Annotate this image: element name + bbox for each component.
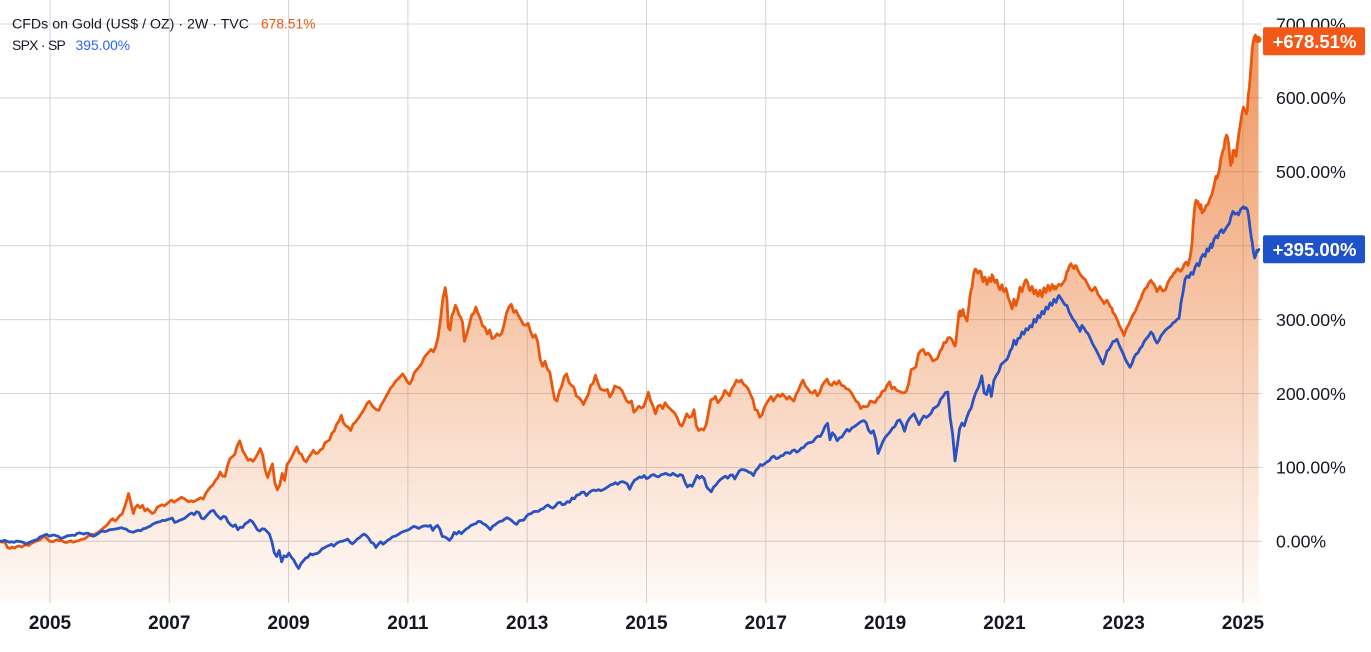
svg-text:395.00%: 395.00% [76, 38, 130, 53]
svg-text:2019: 2019 [864, 613, 906, 634]
svg-text:2023: 2023 [1103, 613, 1145, 634]
svg-text:2021: 2021 [983, 613, 1026, 634]
svg-text:2025: 2025 [1222, 613, 1265, 634]
svg-text:2007: 2007 [148, 613, 190, 634]
svg-text:200.00%: 200.00% [1276, 384, 1346, 404]
svg-text:2017: 2017 [745, 613, 787, 634]
svg-text:300.00%: 300.00% [1276, 310, 1346, 330]
svg-text:2011: 2011 [387, 613, 429, 634]
svg-text:+395.00%: +395.00% [1273, 239, 1357, 260]
svg-text:CFDs on Gold (US$ / OZ) · 2W ·: CFDs on Gold (US$ / OZ) · 2W · TVC [12, 17, 249, 33]
svg-text:+678.51%: +678.51% [1273, 31, 1357, 52]
svg-text:2013: 2013 [506, 613, 548, 634]
svg-text:2015: 2015 [625, 613, 668, 634]
svg-text:2005: 2005 [29, 613, 72, 634]
svg-text:600.00%: 600.00% [1276, 88, 1346, 108]
svg-text:SPX · SP: SPX · SP [12, 37, 66, 53]
svg-text:500.00%: 500.00% [1276, 162, 1346, 182]
svg-text:678.51%: 678.51% [261, 17, 315, 32]
svg-text:100.00%: 100.00% [1276, 458, 1346, 478]
svg-text:0.00%: 0.00% [1276, 532, 1326, 552]
svg-text:2009: 2009 [267, 613, 309, 634]
